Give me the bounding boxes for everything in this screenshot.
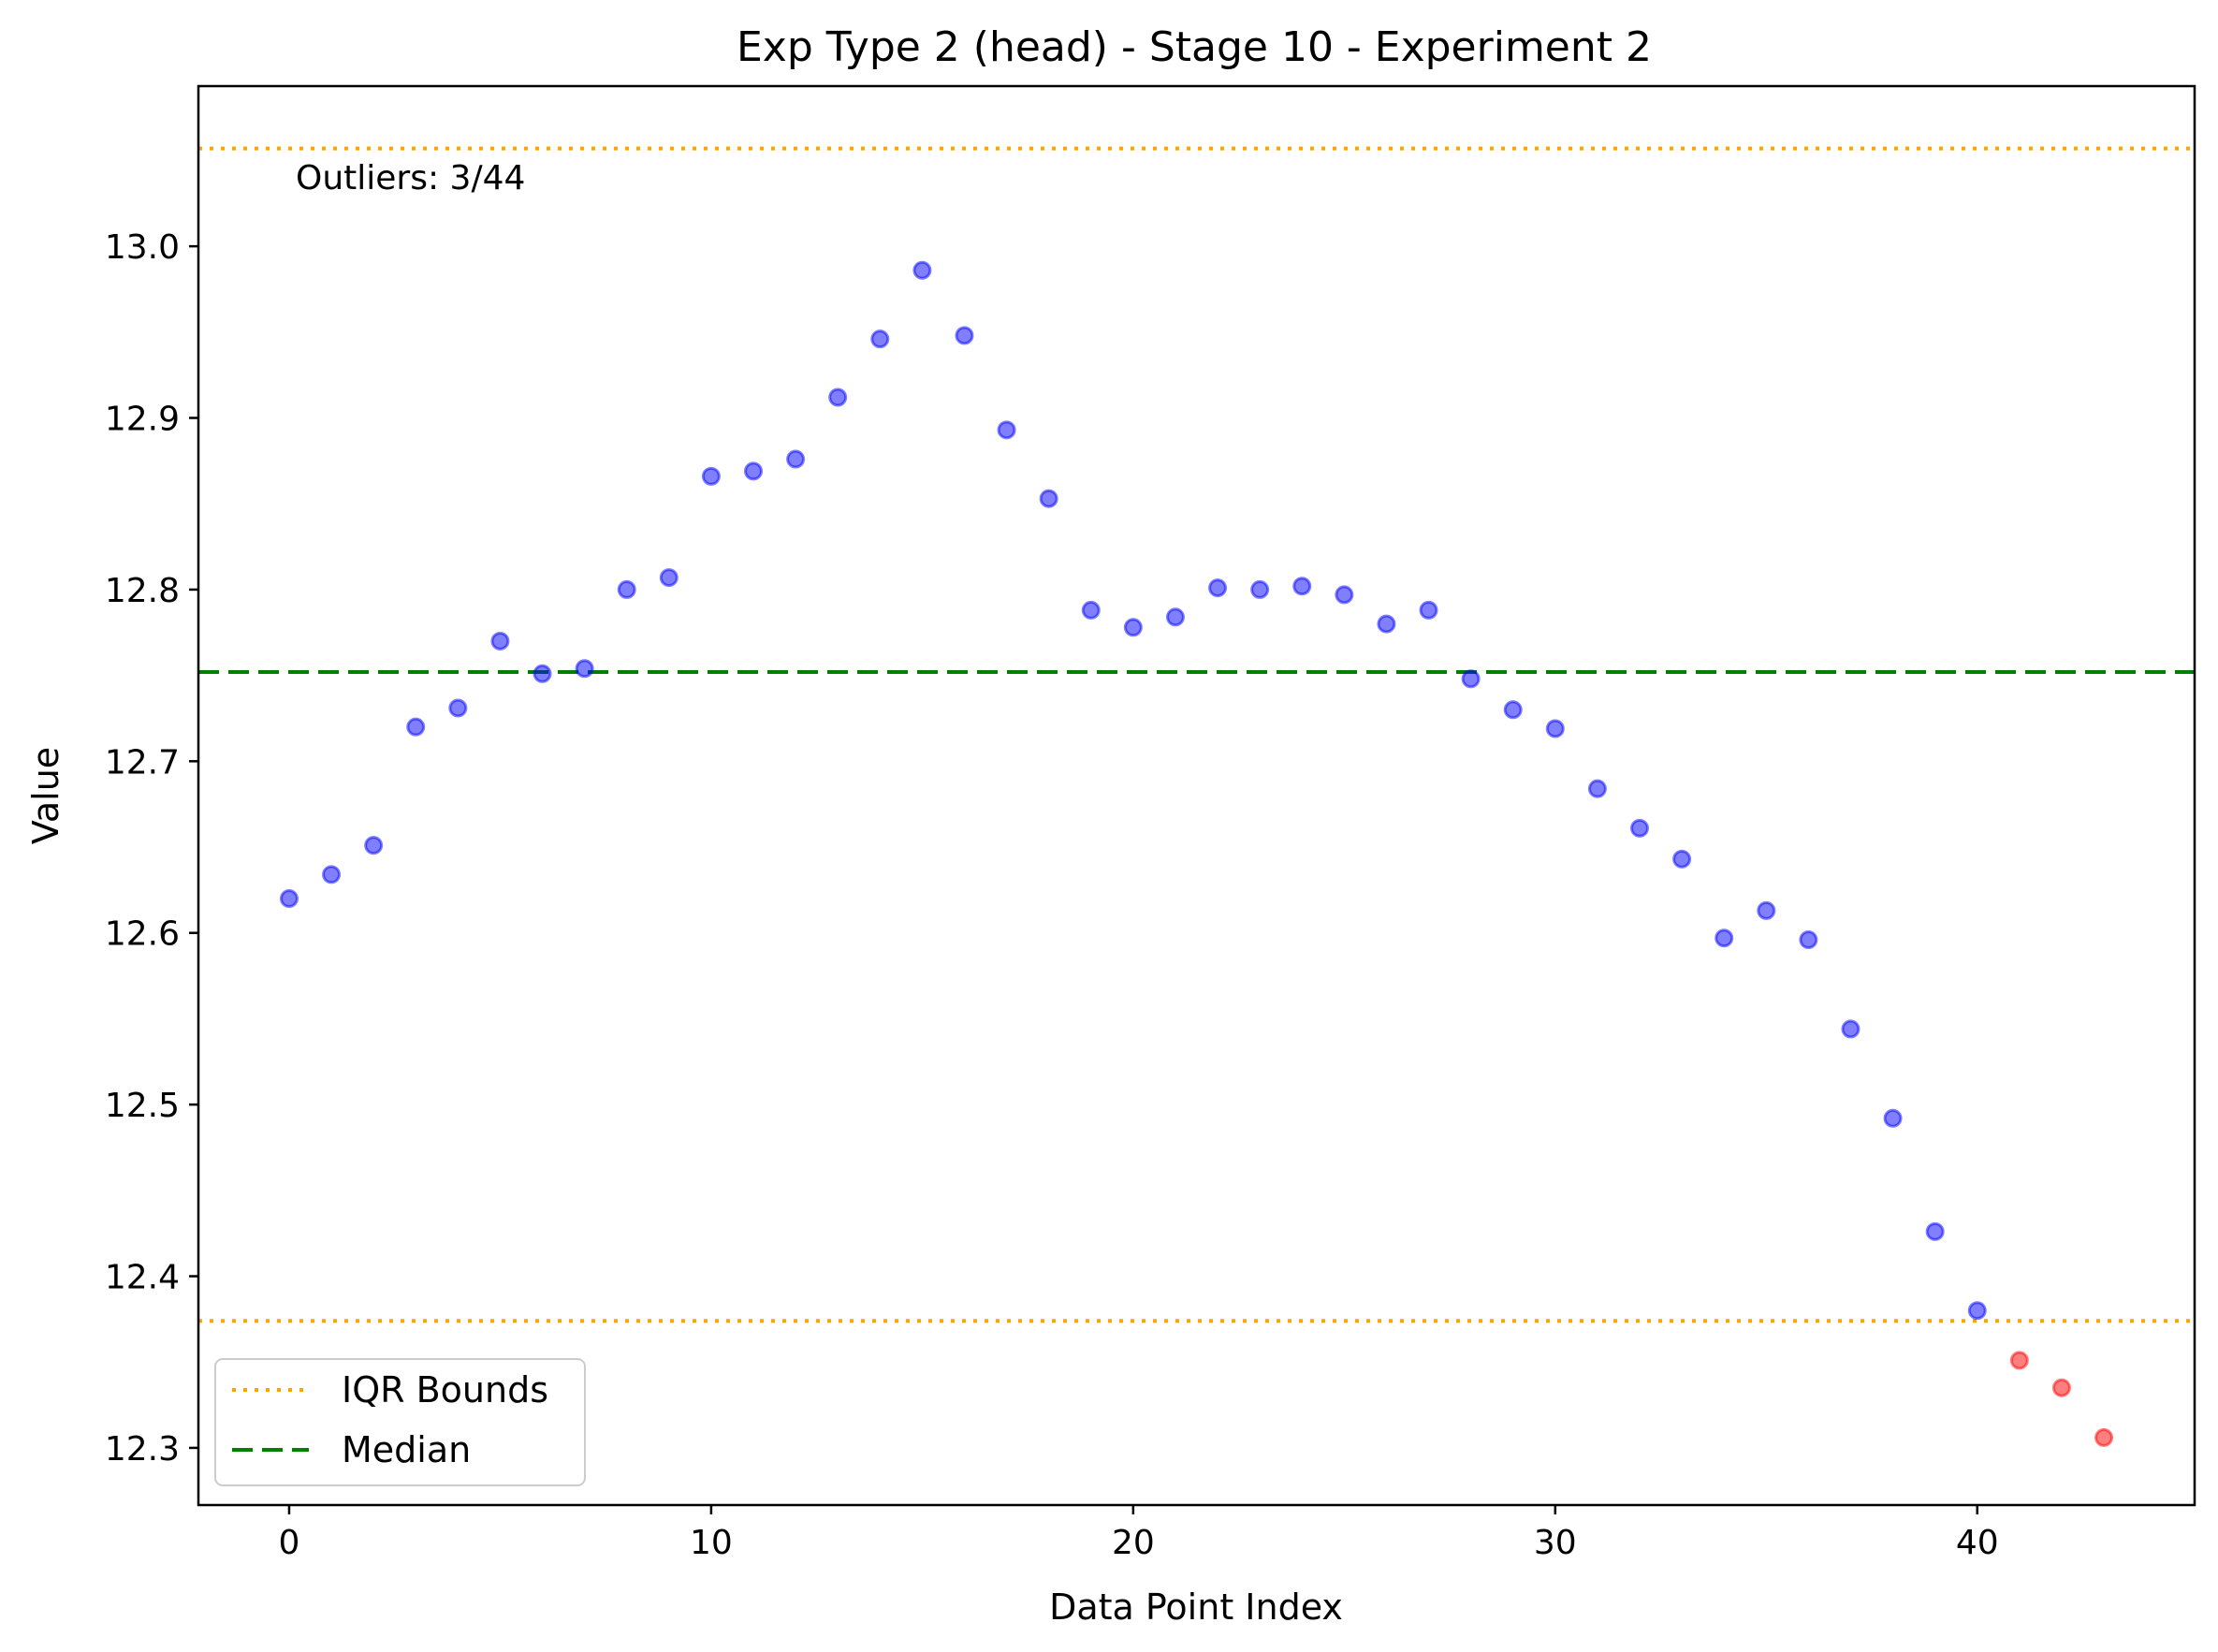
data-point	[1292, 577, 1312, 596]
legend: IQR Bounds Median	[214, 1358, 586, 1486]
data-point	[1335, 585, 1354, 605]
data-point	[406, 717, 426, 737]
data-point	[659, 568, 679, 588]
outlier-point	[2051, 1378, 2071, 1397]
data-point	[1165, 607, 1185, 627]
data-point	[1629, 818, 1649, 838]
data-point	[575, 659, 594, 679]
data-point	[533, 664, 552, 683]
data-point	[701, 466, 721, 486]
data-point	[1799, 930, 1818, 950]
y-tick-label: 12.5	[105, 1087, 180, 1125]
data-point	[279, 889, 299, 909]
y-tick-label: 12.8	[105, 572, 180, 610]
y-tick-label: 13.0	[105, 228, 180, 267]
y-tick-label: 12.6	[105, 915, 180, 954]
data-point	[1672, 849, 1692, 869]
data-point	[490, 631, 510, 651]
data-point	[1883, 1108, 1903, 1128]
data-point	[322, 865, 342, 884]
outlier-count-annotation: Outliers: 3/44	[296, 159, 525, 197]
y-axis: 12.3 12.4 12.5 12.6 12.7 12.8 12.9 13.0	[105, 228, 198, 1469]
data-point	[1715, 928, 1734, 948]
x-tick-label: 40	[1956, 1524, 1999, 1562]
data-point	[870, 329, 890, 349]
axes-frame	[197, 84, 2196, 1507]
data-point	[1123, 618, 1143, 637]
data-point	[1461, 669, 1481, 689]
x-tick-label: 0	[279, 1524, 300, 1562]
data-point	[1545, 719, 1565, 738]
data-point	[1503, 700, 1523, 720]
data-point	[448, 698, 468, 718]
data-point	[912, 260, 932, 280]
data-point	[744, 461, 764, 481]
x-axis: 0 10 20 30 40	[279, 1505, 1999, 1562]
outlier-point	[2009, 1351, 2029, 1370]
data-point	[1081, 600, 1101, 620]
x-axis-label: Data Point Index	[1049, 1586, 1343, 1628]
data-point	[1039, 489, 1058, 508]
data-point	[955, 326, 974, 345]
data-point	[1587, 779, 1607, 798]
chart-title: Exp Type 2 (head) - Stage 10 - Experimen…	[737, 23, 1652, 71]
y-axis-label: Value	[25, 747, 66, 844]
data-point	[1377, 614, 1396, 634]
y-tick-label: 12.3	[105, 1430, 180, 1469]
data-point	[1841, 1019, 1860, 1039]
data-point	[1250, 579, 1270, 599]
legend-iqr-label: IQR Bounds	[342, 1369, 548, 1411]
x-tick-label: 10	[690, 1524, 733, 1562]
data-point	[828, 387, 848, 407]
plot-content	[198, 146, 2195, 1447]
data-point	[786, 449, 806, 469]
legend-box	[214, 1358, 586, 1486]
y-tick-label: 12.7	[105, 743, 180, 782]
data-point	[1419, 600, 1438, 620]
y-tick-label: 12.9	[105, 401, 180, 439]
x-tick-label: 30	[1534, 1524, 1577, 1562]
data-point	[364, 836, 384, 855]
outlier-point	[2094, 1427, 2114, 1447]
legend-median-label: Median	[342, 1429, 471, 1470]
data-point	[617, 579, 636, 599]
y-tick-label: 12.4	[105, 1259, 180, 1297]
data-point	[1967, 1301, 1987, 1321]
x-tick-label: 20	[1112, 1524, 1155, 1562]
data-point	[1757, 900, 1776, 920]
data-point	[997, 420, 1016, 440]
data-point	[1208, 578, 1228, 598]
data-point	[1925, 1221, 1945, 1241]
